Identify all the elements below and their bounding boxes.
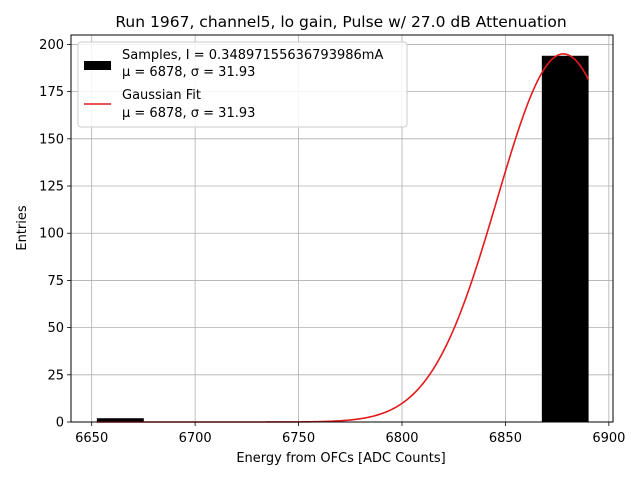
legend-samples-label: Samples, I = 0.34897155636793986mA [122,48,383,63]
x-tick-label: 6850 [489,431,522,446]
y-tick-label: 25 [47,368,64,383]
y-axis-label: Entries [15,205,30,251]
chart-title: Run 1967, channel5, lo gain, Pulse w/ 27… [115,13,566,31]
x-axis-ticks: 6650 6700 6750 6800 6850 6900 [75,422,625,446]
plot-frame [70,34,614,423]
legend-fit-stats: μ = 6878, σ = 31.93 [122,106,255,121]
x-tick-label: 6750 [282,431,315,446]
y-tick-label: 175 [39,85,64,100]
legend-fit-label: Gaussian Fit [122,88,201,103]
histogram-bars [96,55,589,422]
legend-samples-swatch [84,61,111,70]
histogram-bar [96,418,144,422]
legend-box [77,41,408,128]
y-tick-label: 50 [47,321,64,336]
x-tick-label: 6900 [592,431,625,446]
histogram-bar [541,55,589,422]
y-tick-label: 75 [47,274,64,289]
y-tick-label: 125 [39,180,64,195]
x-tick-label: 6800 [385,431,418,446]
y-axis-ticks: 0 25 50 75 100 125 150 175 200 [39,38,71,431]
legend: Samples, I = 0.34897155636793986mA μ = 6… [77,41,408,128]
x-tick-label: 6700 [179,431,212,446]
y-tick-label: 150 [39,132,64,147]
y-tick-label: 0 [56,416,64,431]
x-axis-label: Energy from OFCs [ADC Counts] [236,451,445,466]
legend-samples-stats: μ = 6878, σ = 31.93 [122,65,255,80]
y-tick-label: 200 [39,38,64,53]
x-tick-label: 6650 [75,431,108,446]
y-tick-label: 100 [39,227,64,242]
